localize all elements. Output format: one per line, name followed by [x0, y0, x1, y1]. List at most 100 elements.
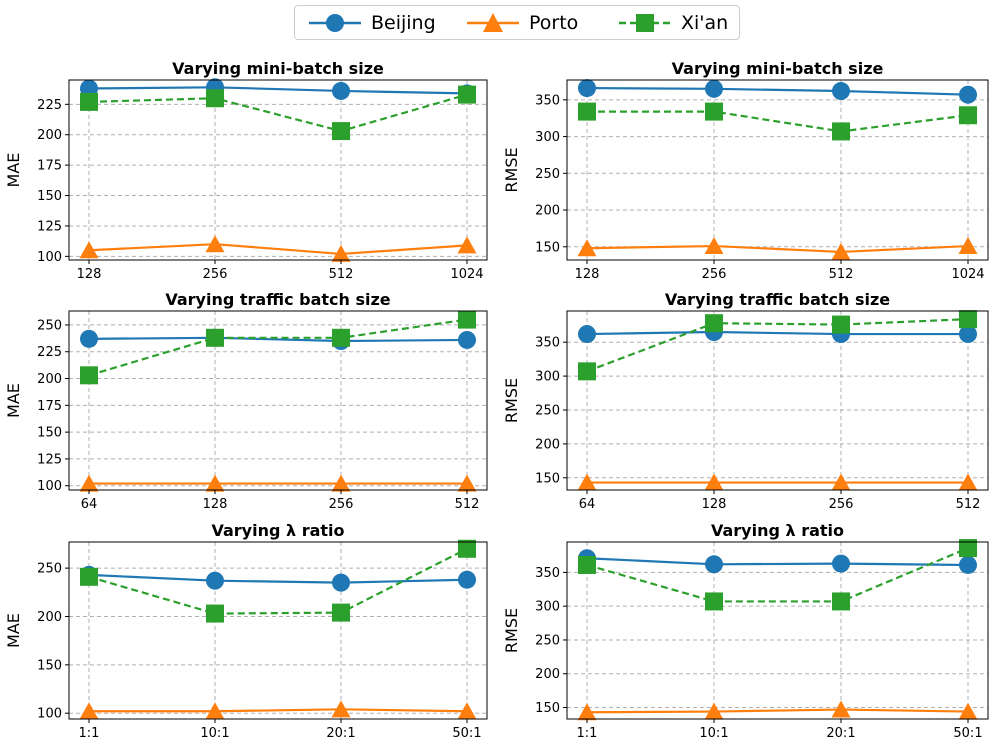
y-tick-label: 250: [37, 318, 62, 333]
data-point-xi-an: [206, 604, 224, 623]
chart-panel-2: 150 200 250 300 350 128 256 512 1024 Varying mini…: [502, 59, 989, 282]
data-point-porto: [331, 244, 351, 262]
x-tick-label: 50:1: [953, 726, 982, 741]
x-tick-label: 256: [829, 497, 854, 512]
legend-label-beijing: Beijing: [371, 11, 436, 34]
y-tick-label: 125: [37, 219, 62, 234]
x-tick-label: 50:1: [452, 726, 481, 741]
data-point-porto: [577, 473, 597, 491]
data-point-xi-an: [832, 315, 850, 334]
chart-panel-6: 150 200 250 300 350 1:1 10:1 20:1 50:1 Varying λ …: [502, 521, 989, 741]
y-tick-label: 150: [535, 240, 560, 255]
series-line-beijing: [586, 330, 968, 336]
y-axis-label: RMSE: [502, 608, 521, 653]
series-line-xi-an: [587, 110, 969, 133]
series-line-beijing: [586, 557, 969, 567]
plot-frame: [566, 79, 989, 261]
data-point-xi-an: [705, 592, 723, 611]
series-line-beijing: [88, 573, 468, 584]
y-tick-label: 150: [37, 189, 62, 204]
chart-panel-3: 100 125 150 175 200 225 250 64 128 256 512 Varying …: [4, 290, 488, 512]
data-point-porto: [704, 237, 724, 255]
data-point-beijing: [705, 555, 723, 574]
x-tick-label: 128: [575, 267, 600, 282]
x-tick-label: 512: [956, 497, 981, 512]
x-tick-label: 10:1: [699, 726, 728, 741]
data-point-porto: [831, 700, 851, 718]
y-tick-label: 200: [37, 372, 62, 387]
y-axis-label: MAE: [4, 383, 23, 418]
y-tick-label: 250: [535, 633, 560, 648]
legend-item-xian: Xi'an: [619, 6, 728, 39]
series-line-beijing: [88, 336, 468, 343]
y-tick-label: 150: [37, 426, 62, 441]
data-point-porto: [958, 702, 978, 720]
data-point-xi-an: [705, 102, 723, 121]
data-point-porto: [831, 473, 851, 491]
chart-title: Varying traffic batch size: [165, 290, 390, 309]
data-point-xi-an: [332, 122, 350, 141]
data-point-xi-an: [705, 314, 723, 333]
data-point-beijing: [80, 329, 98, 348]
y-tick-label: 150: [535, 471, 560, 486]
data-point-beijing: [959, 85, 977, 104]
y-tick-label: 125: [37, 452, 62, 467]
x-tick-label: 1:1: [79, 726, 100, 741]
chart-title: Varying traffic batch size: [665, 290, 890, 309]
y-tick-label: 225: [37, 345, 62, 360]
data-point-xi-an: [458, 310, 476, 329]
x-tick-label: 64: [81, 497, 98, 512]
y-tick-label: 250: [37, 562, 62, 577]
plot-frame: [566, 541, 989, 720]
chart-title: Varying mini-batch size: [672, 59, 884, 78]
series-line-porto: [88, 243, 468, 256]
y-tick-label: 100: [37, 479, 62, 494]
data-point-porto: [958, 237, 978, 255]
chart-panel-4: 150 200 250 300 350 64 128 256 512 Varying traffi…: [502, 290, 989, 512]
y-tick-label: 200: [535, 204, 560, 219]
y-tick-label: 150: [37, 658, 62, 673]
data-point-xi-an: [332, 603, 350, 622]
y-tick-label: 200: [37, 128, 62, 143]
data-point-beijing: [832, 554, 850, 573]
data-point-beijing: [705, 79, 723, 98]
data-point-beijing: [206, 571, 224, 590]
data-point-xi-an: [959, 310, 977, 329]
data-point-xi-an: [832, 122, 850, 141]
chart-panel-5: 100 150 200 250 1:1 10:1 20:1 50:1 Varying λ rat…: [4, 521, 488, 741]
y-axis-label: RMSE: [502, 378, 521, 423]
data-point-porto: [79, 702, 99, 720]
series-line-xi-an: [586, 318, 969, 373]
legend-label-xian: Xi'an: [681, 11, 729, 34]
series-line-porto: [586, 244, 969, 254]
x-tick-label: 10:1: [200, 726, 229, 741]
legend-item-beijing: Beijing: [309, 6, 436, 39]
x-tick-label: 512: [329, 267, 354, 282]
plot-frame: [68, 541, 488, 720]
data-point-xi-an: [80, 366, 98, 385]
y-tick-label: 300: [535, 370, 560, 385]
data-point-xi-an: [578, 362, 596, 381]
data-point-xi-an: [578, 555, 596, 574]
plot-frame: [68, 79, 488, 261]
chart-panel-1: 100 125 150 175 200 225 128 256 512 1024 Varying m…: [4, 59, 488, 282]
data-point-beijing: [959, 325, 977, 344]
y-tick-label: 350: [535, 93, 560, 108]
data-point-porto: [331, 474, 351, 492]
x-tick-label: 256: [702, 267, 727, 282]
chart-title: Varying mini-batch size: [172, 59, 384, 78]
data-point-porto: [831, 242, 851, 260]
data-point-xi-an: [332, 328, 350, 347]
legend: Beijing Porto Xi'an: [294, 5, 740, 40]
data-point-xi-an: [832, 592, 850, 611]
y-tick-label: 200: [535, 667, 560, 682]
series-line-porto: [89, 708, 468, 713]
data-point-xi-an: [206, 89, 224, 108]
plot-frame: [566, 310, 989, 491]
series-line-porto: [586, 708, 969, 714]
data-point-xi-an: [80, 92, 98, 111]
series-line-xi-an: [88, 318, 468, 377]
data-point-xi-an: [206, 328, 224, 347]
y-tick-label: 175: [37, 159, 62, 174]
